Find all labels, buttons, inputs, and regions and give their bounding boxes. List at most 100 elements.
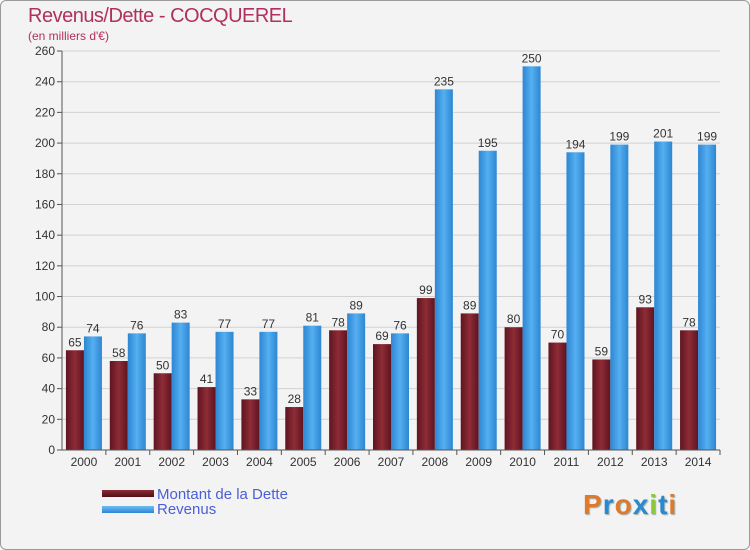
bar-revenus: [215, 331, 234, 450]
data-label-revenus: 83: [174, 308, 188, 322]
x-tick-label: 2002: [158, 455, 185, 469]
y-tick-label: 20: [42, 412, 56, 426]
y-tick-label: 140: [35, 228, 55, 242]
x-tick-label: 2012: [597, 455, 624, 469]
y-tick-label: 40: [42, 382, 56, 396]
x-tick-label: 2011: [554, 455, 580, 469]
data-label-dette: 93: [639, 292, 653, 306]
bar-revenus: [522, 66, 541, 450]
x-tick-label: 2009: [465, 455, 492, 469]
data-label-revenus: 199: [697, 130, 717, 144]
data-label-dette: 50: [156, 358, 170, 372]
data-label-dette: 78: [331, 315, 345, 329]
data-label-revenus: 235: [434, 74, 454, 88]
y-tick-label: 120: [35, 259, 55, 273]
data-label-dette: 70: [551, 328, 565, 342]
bar-dette: [636, 307, 655, 450]
chart-subtitle: (en milliers d'€): [28, 29, 109, 43]
logo-letter: o: [614, 489, 633, 520]
bar-dette: [285, 407, 304, 450]
logo-letter: i: [649, 489, 659, 520]
bar-dette: [548, 342, 567, 450]
legend-swatch-dette: [102, 490, 154, 497]
bar-dette: [197, 387, 216, 450]
data-label-dette: 33: [244, 384, 258, 398]
y-tick-label: 100: [35, 290, 55, 304]
x-tick-label: 2008: [422, 455, 449, 469]
data-label-dette: 58: [112, 346, 126, 360]
data-label-revenus: 194: [565, 137, 585, 151]
data-label-revenus: 250: [522, 51, 542, 65]
x-tick-label: 2004: [246, 455, 273, 469]
bar-dette: [329, 330, 348, 450]
bar-revenus: [654, 141, 673, 451]
y-tick-label: 60: [42, 351, 56, 365]
bar-dette: [460, 313, 479, 450]
y-tick-label: 80: [42, 320, 56, 334]
x-tick-label: 2000: [71, 455, 98, 469]
y-tick-label: 220: [35, 105, 55, 119]
proxiti-logo: Proxiti: [583, 489, 677, 521]
bar-dette: [241, 399, 260, 450]
bar-revenus: [83, 336, 102, 450]
y-tick-label: 240: [35, 75, 55, 89]
data-label-revenus: 76: [393, 318, 407, 332]
legend-label-dette: Montant de la Dette: [157, 486, 288, 503]
data-label-revenus: 199: [609, 130, 629, 144]
data-label-revenus: 77: [218, 317, 232, 331]
data-label-dette: 28: [288, 392, 302, 406]
x-tick-label: 2001: [114, 455, 141, 469]
bar-dette: [373, 344, 391, 450]
chart-title: Revenus/Dette - COCQUEREL: [28, 5, 293, 27]
logo-letter: t: [658, 489, 669, 520]
data-label-dette: 59: [595, 344, 609, 358]
bar-revenus: [171, 322, 190, 450]
x-tick-label: 2003: [202, 455, 229, 469]
y-tick-label: 160: [35, 197, 55, 211]
data-label-revenus: 81: [306, 311, 320, 325]
data-label-revenus: 76: [130, 318, 144, 332]
bar-dette: [65, 350, 84, 450]
x-tick-label: 2014: [685, 455, 712, 469]
y-tick-label: 180: [35, 167, 55, 181]
bar-revenus: [303, 325, 322, 450]
bar-revenus: [391, 333, 409, 450]
bar-revenus: [610, 144, 629, 450]
data-label-dette: 41: [200, 372, 214, 386]
data-label-dette: 99: [419, 283, 433, 297]
x-tick-label: 2005: [290, 455, 317, 469]
bar-revenus: [698, 144, 717, 450]
bar-dette: [416, 298, 435, 450]
logo-letter: x: [632, 489, 650, 520]
legend-label-revenus: Revenus: [157, 501, 217, 518]
data-label-revenus: 74: [86, 321, 100, 335]
data-label-revenus: 77: [262, 317, 276, 331]
bar-dette: [109, 360, 128, 450]
data-label-dette: 80: [507, 312, 521, 326]
x-tick-label: 2006: [334, 455, 361, 469]
logo-letter: r: [602, 489, 615, 520]
bar-revenus: [566, 152, 585, 451]
bar-dette: [592, 359, 611, 450]
bar-dette: [153, 373, 172, 450]
data-label-dette: 89: [463, 298, 477, 312]
bar-dette: [504, 327, 523, 450]
y-tick-label: 0: [48, 443, 55, 457]
x-tick-label: 2010: [509, 455, 536, 469]
data-label-revenus: 195: [478, 136, 498, 150]
x-tick-label: 2013: [641, 455, 668, 469]
bar-revenus: [259, 331, 278, 450]
data-label-dette: 69: [375, 329, 389, 343]
logo-letter: i: [668, 489, 678, 520]
bar-dette: [680, 330, 699, 450]
data-label-dette: 78: [682, 315, 696, 329]
y-tick-label: 200: [35, 136, 55, 150]
data-label-dette: 65: [68, 335, 82, 349]
y-tick-label: 260: [35, 44, 55, 58]
legend-swatch-revenus: [102, 506, 154, 513]
logo-letter: P: [583, 489, 603, 520]
bar-revenus: [434, 89, 453, 450]
bar-revenus: [127, 333, 146, 450]
